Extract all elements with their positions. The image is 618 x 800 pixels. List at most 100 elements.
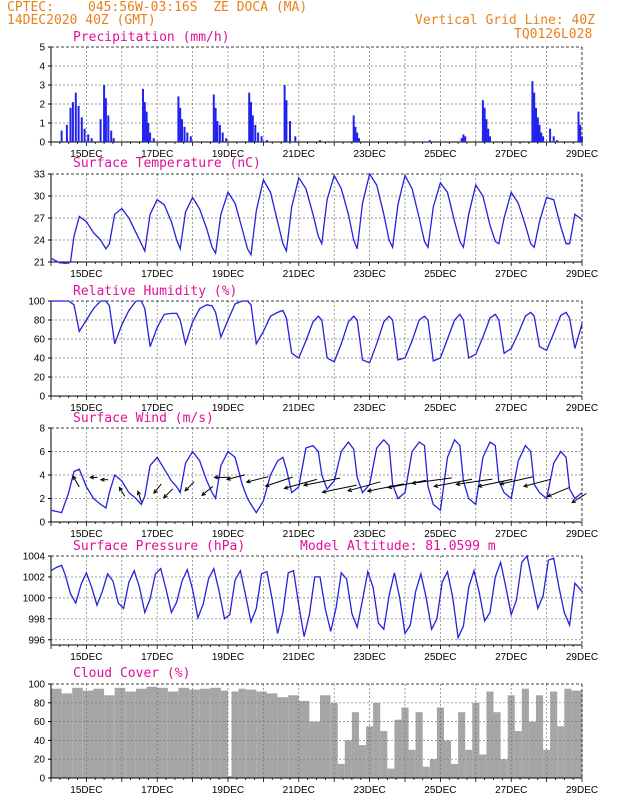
wind-arrow-head [411,480,417,485]
wind-arrow-head [522,483,529,488]
cloud-bar [394,719,402,778]
cloud-bar [298,700,310,778]
cloud-bar [114,687,126,778]
wind-arrow [478,478,513,487]
precip-bar [248,92,251,142]
wind-arrow [456,478,493,485]
wind-arrow [163,488,174,499]
wind-arrow [265,476,293,487]
precip-bar [225,138,228,142]
y-tick-label: 80 [34,698,46,709]
cloud-bar [451,763,459,778]
precip-bar [352,115,355,142]
x-tick-label: 25DEC [424,652,456,663]
precip-bar [103,85,106,142]
x-tick-label: 29DEC [566,403,598,414]
x-tick-label: 25DEC [424,149,456,160]
wind-arrow [284,478,317,489]
wind-arrow-head [201,491,206,497]
cloud-bar [429,759,437,778]
series-line [50,438,583,514]
y-tick-label: 21 [34,258,46,269]
cloud-bar [521,688,529,778]
x-tick-label: 27DEC [495,785,527,796]
precip-bar [179,107,182,142]
x-tick-label: 19DEC [212,529,244,540]
wind-arrow [367,483,404,492]
y-tick-label: 2 [39,494,45,505]
wind-arrow [137,491,142,503]
cloud-bar [550,691,558,778]
cloud-bar [536,695,544,778]
precip-bar [283,85,286,142]
precip-bar [69,107,72,142]
precip-bar [83,128,86,142]
x-tick-label: 15DEC [70,529,102,540]
cloud-bar [564,688,572,778]
y-tick-label: 27 [34,214,46,225]
x-tick-label: 27DEC [495,652,527,663]
wind-arrow [412,477,452,484]
precip-bar [294,136,297,142]
series-line [51,300,583,364]
precip-bar [90,138,93,142]
wind-arrow-head [366,488,372,493]
precip-bar [428,140,431,142]
x-tick-label: 23DEC [353,652,385,663]
wind-arrow-head [321,489,327,494]
x-tick-label: 25DEC [424,785,456,796]
cloud-bar [167,691,179,778]
y-tick-label: 4 [39,471,45,482]
precip-bar [577,111,580,142]
wind-arrow-head [162,493,168,499]
cloud-bar [351,712,359,778]
precip-bar [186,132,189,142]
cloud-bar [228,776,232,778]
x-tick-label: 23DEC [353,149,385,160]
y-tick-label: 60 [34,717,46,728]
panel-title: Surface Wind (m/s) [73,411,214,426]
x-tick-label: 17DEC [141,785,173,796]
precip-bar [149,132,152,142]
y-tick-label: 996 [28,635,45,646]
x-tick-label: 15DEC [70,403,102,414]
x-tick-label: 23DEC [353,269,385,280]
wind-arrow [303,477,341,486]
y-tick-label: 6 [39,447,45,458]
x-tick-label: 19DEC [212,269,244,280]
wind-arrow-head [184,486,189,492]
header-run: 14DEC2020 40Z (GMT) [7,13,156,28]
x-tick-label: 21DEC [283,785,315,796]
precip-bar [358,138,360,142]
y-tick-label: 100 [28,680,45,691]
precip-bar [354,126,357,142]
y-tick-label: 20 [34,373,46,384]
cloud-bar [178,687,189,778]
cloud-bar [514,731,522,778]
x-tick-label: 23DEC [353,785,385,796]
x-tick-label: 29DEC [566,149,598,160]
wind-arrow-head [264,482,270,488]
wind-arrow [201,486,214,496]
wind-arrow [153,483,162,494]
cloud-bar [486,691,494,778]
cloud-bar [93,688,105,778]
header-location: 045:56W-03:16S ZE DOCA (MA) [88,0,308,15]
precip-bar [481,100,484,142]
wind-arrow-head [455,481,461,487]
cloud-bar [210,687,221,778]
wind-arrow-head [225,476,232,481]
wind-arrow-head [213,475,219,480]
cloud-bar [82,690,94,778]
x-tick-label: 25DEC [424,269,456,280]
cloud-bar [51,688,62,778]
precip-bar [483,107,486,142]
header-source: CPTEC: [7,0,54,15]
precip-bar [142,88,144,142]
precip-bar [107,115,110,142]
y-tick-label: 4 [39,62,45,73]
precip-bar [531,81,534,142]
y-tick-label: 80 [34,316,46,327]
precip-bar [216,121,219,142]
cloud-bar [458,712,466,778]
